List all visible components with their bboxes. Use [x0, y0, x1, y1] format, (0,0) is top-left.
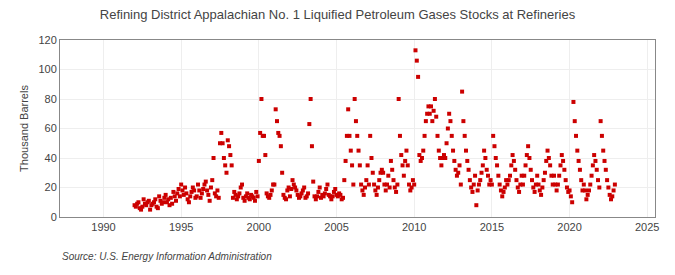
svg-text:2020: 2020 [557, 221, 581, 233]
svg-text:2005: 2005 [324, 221, 348, 233]
svg-text:60: 60 [45, 122, 57, 134]
svg-text:2000: 2000 [247, 221, 271, 233]
svg-text:Refining District Appalachian: Refining District Appalachian No. 1 Liqu… [100, 7, 576, 22]
svg-text:80: 80 [45, 93, 57, 105]
svg-text:100: 100 [38, 63, 56, 75]
svg-text:120: 120 [38, 34, 56, 46]
svg-text:1995: 1995 [169, 221, 193, 233]
svg-text:0: 0 [51, 211, 57, 223]
svg-text:1990: 1990 [91, 221, 115, 233]
svg-text:Thousand Barrels: Thousand Barrels [18, 85, 30, 172]
svg-text:20: 20 [45, 181, 57, 193]
svg-text:40: 40 [45, 152, 57, 164]
svg-text:Source: U.S. Energy Informatio: Source: U.S. Energy Information Administ… [62, 251, 272, 262]
svg-text:2015: 2015 [480, 221, 504, 233]
svg-text:2010: 2010 [402, 221, 426, 233]
svg-text:2025: 2025 [635, 221, 659, 233]
